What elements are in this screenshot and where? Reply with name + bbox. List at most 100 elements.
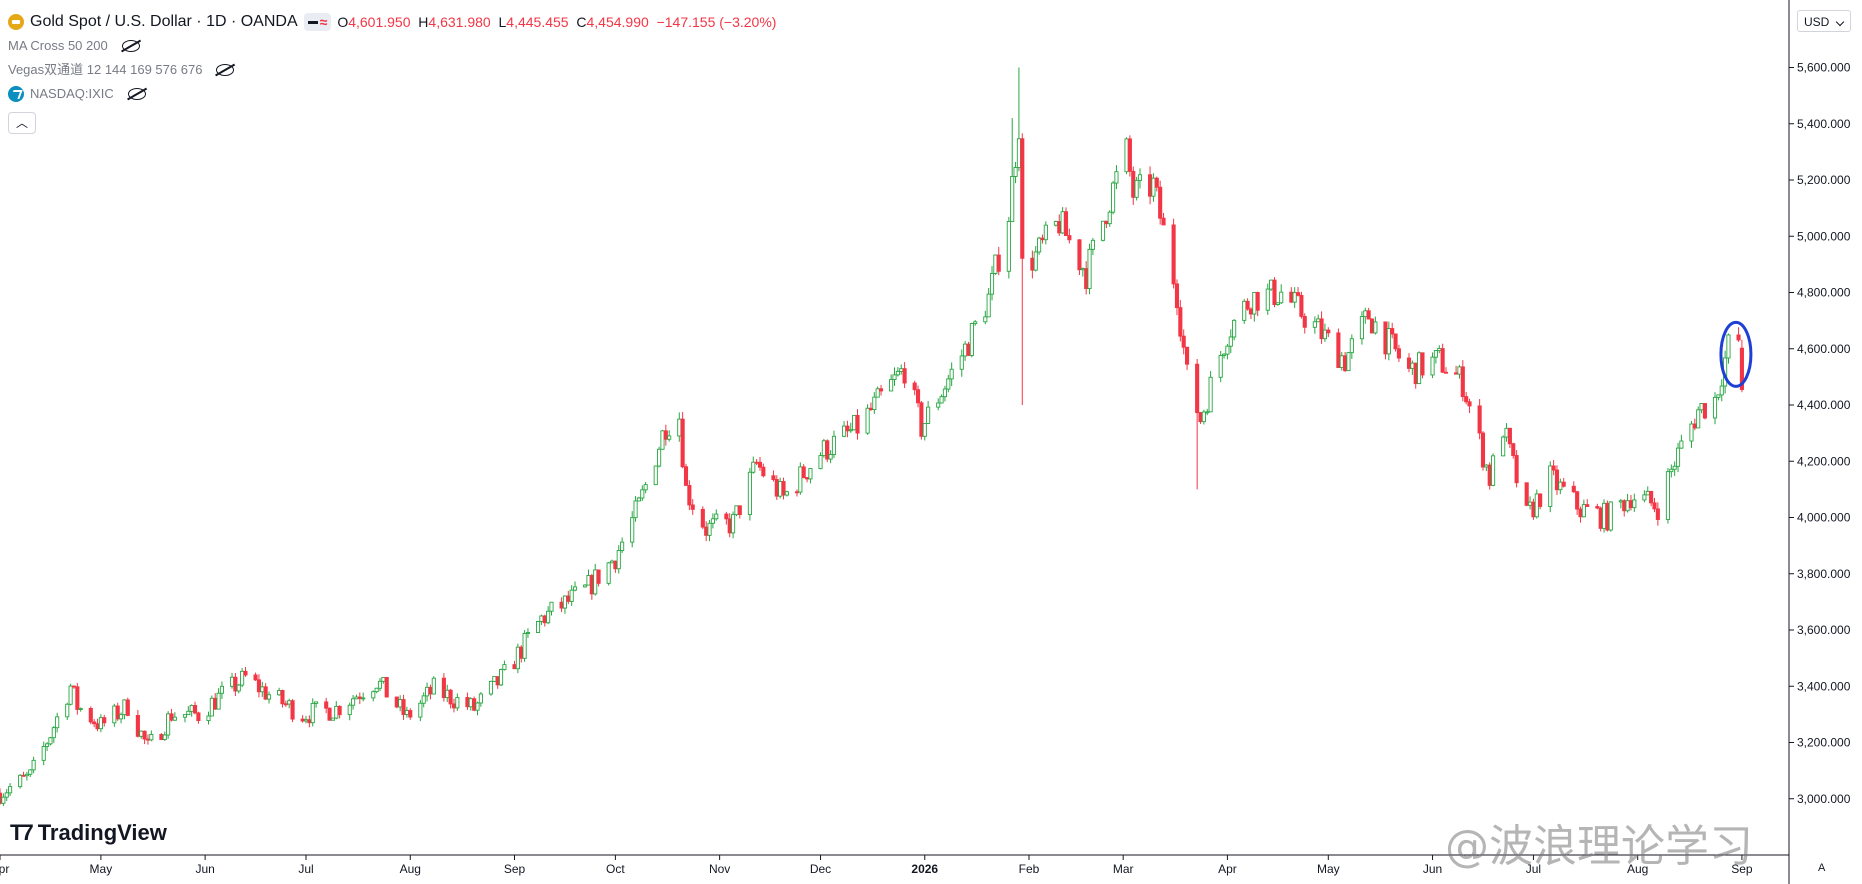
candle-body xyxy=(31,759,36,771)
candle-body xyxy=(1538,493,1543,507)
candle-body xyxy=(1386,328,1391,355)
tradingview-logo[interactable]: T7 TradingView xyxy=(10,820,167,846)
candle-body xyxy=(475,702,480,711)
candle-body xyxy=(640,489,645,499)
candle-body xyxy=(182,714,188,718)
indicator-row-ma-cross[interactable]: MA Cross 50 200 xyxy=(8,34,776,58)
candle-body xyxy=(1719,385,1724,396)
x-tick-label: Oct xyxy=(606,862,625,876)
y-tick-label: 5,600.000 xyxy=(1797,61,1851,75)
candle-body xyxy=(1608,501,1613,531)
x-tick-label: May xyxy=(90,862,113,876)
candle-body xyxy=(559,601,564,609)
candle-body xyxy=(1413,362,1418,385)
candle-body xyxy=(613,560,618,570)
candle-body xyxy=(408,710,413,718)
candle-body xyxy=(1228,336,1233,347)
candle-body xyxy=(1312,321,1317,328)
candle-body xyxy=(606,562,611,584)
candle-body xyxy=(283,703,288,706)
eye-off-icon[interactable] xyxy=(216,64,235,76)
candle-body xyxy=(1195,363,1200,414)
auto-scale-button[interactable]: A xyxy=(1818,862,1826,874)
x-tick-label: Sep xyxy=(1731,862,1753,876)
candle-body xyxy=(1625,500,1630,512)
candle-body xyxy=(324,701,329,709)
indicator-label: NASDAQ:IXIC xyxy=(30,86,114,101)
symbol-title[interactable]: Gold Spot / U.S. Dollar · 1D · OANDA xyxy=(30,13,298,30)
candle-body xyxy=(586,575,591,586)
price-axis[interactable]: 3,000.000 3,200.000 3,400.000 3,600.000 3,80… xyxy=(1789,61,1851,806)
candle-body xyxy=(307,719,312,724)
candle-body xyxy=(65,703,70,718)
candle-body xyxy=(1,796,6,804)
candle-body xyxy=(213,697,218,710)
x-tick-label: Jul xyxy=(298,862,313,876)
market-status-flag[interactable]: ≈ xyxy=(303,13,332,31)
candle-body xyxy=(24,773,29,777)
candle-body xyxy=(1218,354,1223,378)
candle-body xyxy=(1245,300,1250,310)
candle-body xyxy=(45,743,50,747)
candle-body xyxy=(593,569,598,595)
x-tick-label: Aug xyxy=(400,862,421,876)
candle-body xyxy=(821,440,826,457)
time-axis[interactable]: Apr May Jun Jul Aug Sep Oct Nov Dec 2026 Feb Mar Apr… xyxy=(0,855,1753,876)
candle-body xyxy=(1013,167,1018,177)
candle-body xyxy=(633,500,638,519)
candle-body xyxy=(969,323,974,356)
eye-off-icon[interactable] xyxy=(127,88,146,100)
open-value: 4,601.950 xyxy=(348,14,411,30)
indicator-row-nasdaq[interactable]: NASDAQ:IXIC xyxy=(8,82,776,106)
indicator-row-vegas[interactable]: Vegas双通道 12 144 169 576 676 xyxy=(8,58,776,82)
candle-body xyxy=(1554,469,1560,491)
candle-body xyxy=(1198,412,1203,423)
gold-symbol-icon xyxy=(8,14,24,30)
candle-body xyxy=(1736,334,1741,341)
candle-body xyxy=(539,615,544,622)
y-tick-label: 3,600.000 xyxy=(1797,623,1851,637)
candle-body xyxy=(616,550,621,570)
candle-body xyxy=(488,680,494,695)
candle-body xyxy=(189,705,194,712)
candle-body xyxy=(1151,177,1156,197)
candle-body xyxy=(1585,504,1590,507)
candle-body xyxy=(549,601,554,612)
candle-body xyxy=(919,402,924,437)
candle-body xyxy=(455,697,460,709)
candle-body xyxy=(1137,174,1143,181)
candle-body xyxy=(1265,288,1270,311)
low-value: 4,445.455 xyxy=(506,14,569,30)
candle-body xyxy=(842,425,847,437)
collapse-legend-button[interactable]: ︿ xyxy=(8,112,36,134)
candle-body xyxy=(1595,506,1600,509)
candle-body xyxy=(135,714,140,737)
candle-body xyxy=(1154,177,1159,188)
candle-body xyxy=(418,702,423,718)
candle-body xyxy=(1295,292,1301,296)
candle-body xyxy=(1454,372,1459,375)
candle-body xyxy=(169,713,174,721)
candle-body xyxy=(48,737,53,745)
x-tick-label: Jun xyxy=(195,862,214,876)
candle-body xyxy=(1665,471,1670,520)
candle-body xyxy=(794,491,800,494)
candle-body xyxy=(240,670,245,686)
candle-body xyxy=(1275,302,1280,306)
currency-select[interactable]: USD xyxy=(1797,10,1851,32)
eye-off-icon[interactable] xyxy=(121,40,140,52)
candle-body xyxy=(710,518,715,524)
candle-body xyxy=(704,526,709,536)
candle-body xyxy=(1242,300,1247,321)
candle-body xyxy=(889,379,894,392)
candle-body xyxy=(1702,403,1707,419)
candle-body xyxy=(1679,440,1684,449)
candle-body xyxy=(912,382,917,391)
symbol-legend-row[interactable]: Gold Spot / U.S. Dollar · 1D · OANDA ≈ O… xyxy=(8,10,776,34)
candle-body xyxy=(145,738,151,741)
dash-icon xyxy=(307,20,318,24)
candle-body xyxy=(690,504,695,510)
candle-body xyxy=(1628,500,1633,509)
low-key: L xyxy=(498,14,507,30)
